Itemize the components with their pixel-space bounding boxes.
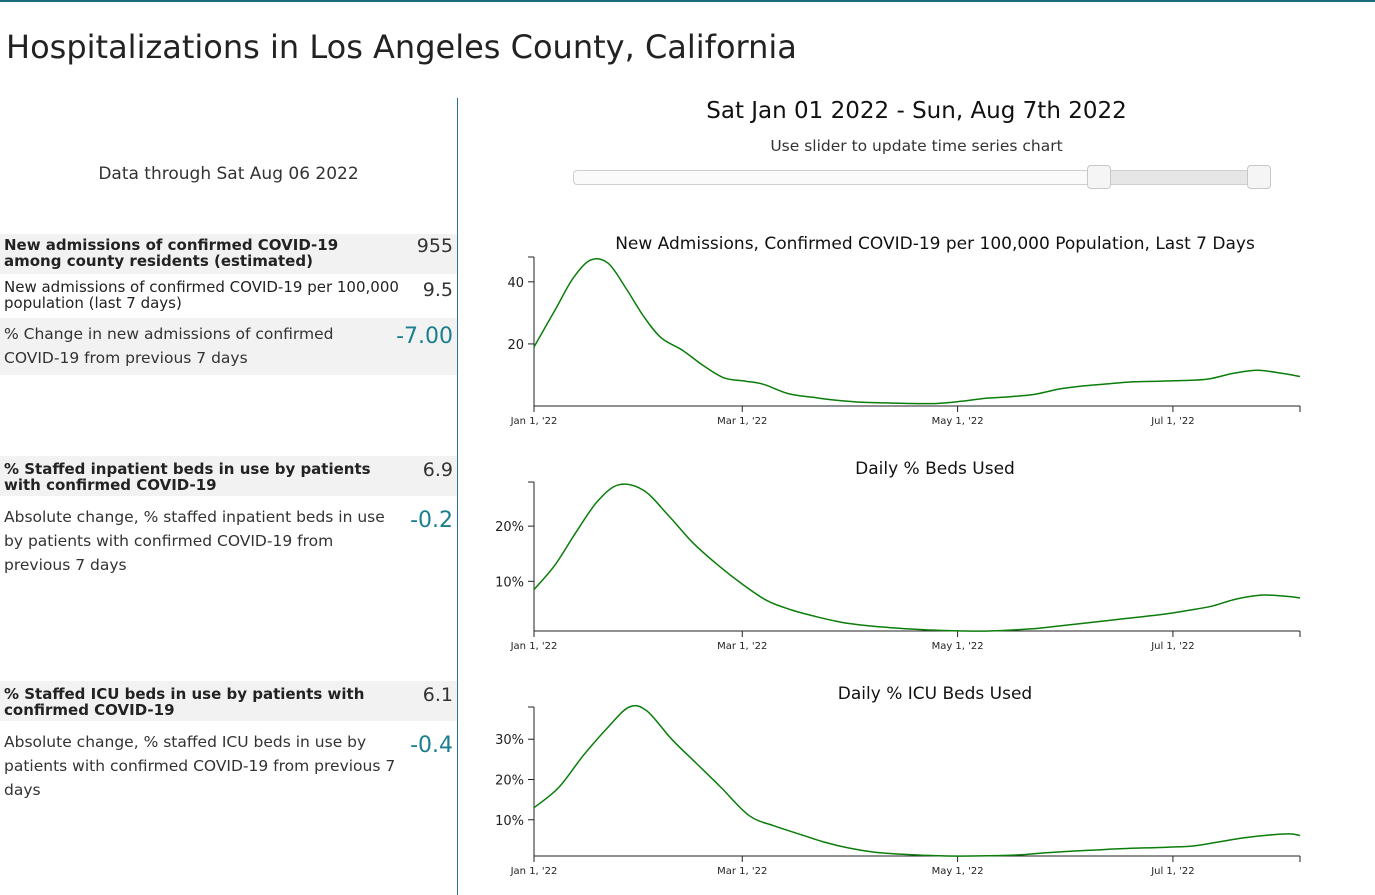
metric-value: -7.00 xyxy=(396,324,453,349)
chart-title: Daily % ICU Beds Used xyxy=(838,684,1032,704)
series-line xyxy=(533,257,1301,405)
y-tick-label: 20% xyxy=(495,520,524,535)
metric-label: New admissions of confirmed COVID-19 per… xyxy=(4,278,399,312)
x-tick-label: Jan 1, '22 xyxy=(510,641,558,652)
metric-icu-beds: % Staffed ICU beds in use by patients wi… xyxy=(0,681,457,721)
metric-inpatient-beds-change: Absolute change, % staffed inpatient bed… xyxy=(0,505,457,585)
x-tick-label: Mar 1, '22 xyxy=(717,641,767,652)
top-accent-line xyxy=(0,0,1375,2)
data-through-label: Data through Sat Aug 06 2022 xyxy=(98,164,359,184)
metric-admissions-per-100k: New admissions of confirmed COVID-19 per… xyxy=(0,276,457,316)
metric-label: New admissions of confirmed COVID-19 amo… xyxy=(4,236,339,270)
y-tick-label: 10% xyxy=(495,575,524,590)
page-title: Hospitalizations in Los Angeles County, … xyxy=(6,28,797,66)
y-tick-label: 40 xyxy=(507,276,524,291)
x-tick-label: May 1, '22 xyxy=(932,416,984,427)
y-tick-label: 20% xyxy=(495,773,524,788)
metric-label: % Staffed inpatient beds in use by patie… xyxy=(4,460,371,494)
metric-value: 9.5 xyxy=(422,279,453,301)
metric-inpatient-beds: % Staffed inpatient beds in use by patie… xyxy=(0,456,457,496)
metric-new-admissions: New admissions of confirmed COVID-19 amo… xyxy=(0,234,457,274)
x-tick-label: May 1, '22 xyxy=(932,866,984,877)
metric-label: % Change in new admissions of confirmed … xyxy=(4,325,334,367)
metric-label: Absolute change, % staffed ICU beds in u… xyxy=(4,733,396,799)
metric-value: -0.4 xyxy=(410,733,453,758)
x-tick-label: Jan 1, '22 xyxy=(510,416,558,427)
chart-new-admissions: New Admissions, Confirmed COVID-19 per 1… xyxy=(507,234,1301,427)
slider-selected-range xyxy=(1098,171,1259,184)
metric-label: Absolute change, % staffed inpatient bed… xyxy=(4,508,385,574)
panel-divider xyxy=(457,98,458,895)
chart-title: New Admissions, Confirmed COVID-19 per 1… xyxy=(615,234,1255,254)
x-tick-label: Jul 1, '22 xyxy=(1150,641,1194,652)
x-tick-label: Jul 1, '22 xyxy=(1150,866,1194,877)
series-line xyxy=(533,483,1301,632)
x-tick-label: Jul 1, '22 xyxy=(1150,416,1194,427)
slider-hint: Use slider to update time series chart xyxy=(770,137,1063,155)
slider-handle-end[interactable] xyxy=(1246,165,1271,189)
slider-handle-start[interactable] xyxy=(1086,165,1111,189)
metric-value: -0.2 xyxy=(410,508,453,533)
metric-icu-beds-change: Absolute change, % staffed ICU beds in u… xyxy=(0,730,457,810)
date-range-slider[interactable] xyxy=(573,165,1271,189)
metric-label: % Staffed ICU beds in use by patients wi… xyxy=(4,685,365,719)
chart-title: Daily % Beds Used xyxy=(855,459,1015,479)
x-tick-label: May 1, '22 xyxy=(932,641,984,652)
y-tick-label: 10% xyxy=(495,814,524,829)
y-tick-label: 30% xyxy=(495,733,524,748)
metric-admissions-change: % Change in new admissions of confirmed … xyxy=(0,318,457,375)
chart-beds-used: Daily % Beds Used 10% 20% Jan 1, '22 Mar 1, … xyxy=(495,459,1301,652)
x-tick-label: Jan 1, '22 xyxy=(510,866,558,877)
summary-panel: Data through Sat Aug 06 2022 New admissi… xyxy=(0,98,457,895)
date-range-label: Sat Jan 01 2022 - Sun, Aug 7th 2022 xyxy=(706,98,1127,124)
chart-icu-beds-used: Daily % ICU Beds Used 10% 20% 30% Jan 1, '22… xyxy=(495,684,1301,877)
x-tick-label: Mar 1, '22 xyxy=(717,416,767,427)
metric-value: 6.1 xyxy=(422,684,453,706)
metric-value: 955 xyxy=(416,235,453,257)
y-tick-label: 20 xyxy=(507,338,524,353)
series-line xyxy=(533,704,1301,857)
metric-value: 6.9 xyxy=(422,459,453,481)
x-tick-label: Mar 1, '22 xyxy=(717,866,767,877)
